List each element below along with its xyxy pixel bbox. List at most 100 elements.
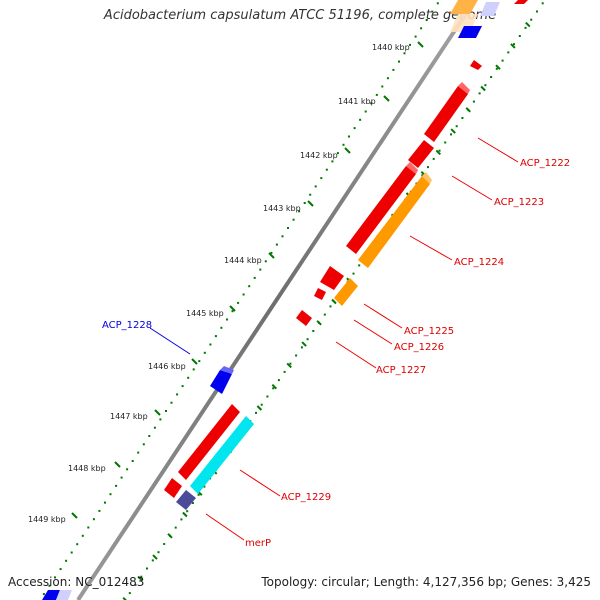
- gene-label[interactable]: merP: [245, 538, 271, 549]
- accession-label: Accession: NC_012483: [8, 575, 145, 589]
- gene-arrow-acp-1229[interactable]: [178, 404, 240, 480]
- gene-label[interactable]: ACP_1227: [376, 365, 426, 376]
- tick-guide-dot: [220, 326, 223, 329]
- tick-labels: 1440 kbp 1441 kbp 1442 kbp 1443 kbp 1444 kbp…: [28, 43, 410, 524]
- tick-guide-dot: [450, 133, 452, 136]
- gene-label[interactable]: ACP_1225: [404, 326, 454, 337]
- minor-tick: [152, 554, 158, 560]
- tick-guide-dot: [438, 149, 441, 152]
- gene-arrow-acp-1224[interactable]: [346, 166, 416, 254]
- tick-guide-dot: [174, 526, 177, 529]
- tick-guide-dot: [507, 51, 510, 54]
- tick-guide-dot: [314, 185, 317, 188]
- tick-guide-dot: [331, 160, 334, 163]
- gene-arrow-acp-1222[interactable]: [424, 86, 468, 142]
- major-tick: [191, 358, 198, 365]
- gene-arrow[interactable]: [42, 590, 60, 600]
- major-tick: [383, 95, 390, 102]
- tick-label: 1445 kbp: [186, 309, 224, 318]
- tick-guide-dot: [76, 543, 79, 546]
- gene-arrow-acp-1228-top: [220, 366, 234, 374]
- tick-label: 1441 kbp: [338, 97, 376, 106]
- gene-label[interactable]: ACP_1229: [281, 492, 331, 503]
- tick-guide-dot: [352, 272, 355, 275]
- gene-arrow[interactable]: [480, 2, 500, 16]
- gene-features: [42, 0, 528, 600]
- tick-label: 1448 kbp: [68, 464, 106, 473]
- tick-guide-dot: [300, 346, 303, 349]
- gene-arrow-acp-1228[interactable]: [210, 370, 232, 394]
- gene-arrow[interactable]: [450, 0, 478, 14]
- minor-tick: [256, 405, 263, 411]
- gene-arrow-cyan[interactable]: [190, 416, 254, 494]
- gene-arrow-acp-1223[interactable]: [408, 140, 434, 168]
- minor-tick: [271, 383, 278, 390]
- tick-guide-dot: [59, 568, 62, 571]
- tick-guide-dot: [253, 276, 256, 279]
- gene-arrow[interactable]: [458, 26, 482, 38]
- gene-label[interactable]: ACP_1224: [454, 257, 504, 268]
- tick-guide-dot: [336, 152, 339, 155]
- major-tick: [154, 409, 161, 416]
- tick-guide-dot: [181, 385, 184, 388]
- major-tick: [71, 512, 78, 519]
- major-tick: [229, 305, 236, 312]
- tick-guide-dot: [320, 177, 323, 180]
- tick-guide-dot: [214, 335, 217, 338]
- gene-arrow-acp-1222-top: [458, 82, 470, 94]
- gene-label[interactable]: ACP_1226: [394, 342, 444, 353]
- major-tick: [268, 252, 275, 259]
- gene-label[interactable]: ACP_1228: [102, 320, 152, 331]
- minor-tick: [450, 128, 456, 134]
- tick-guide-dot: [259, 268, 262, 271]
- tick-guide-dot: [358, 264, 361, 267]
- tick-guide-dot: [478, 92, 481, 95]
- tick-guide-dot: [329, 305, 332, 308]
- tick-guide-dot: [398, 60, 400, 63]
- tick-guide-dot: [87, 526, 90, 529]
- gene-arrow[interactable]: [470, 60, 482, 70]
- tick-guide-dot: [495, 67, 498, 70]
- gene-arrow-acp-1226[interactable]: [314, 288, 326, 300]
- gene-arrow-orange[interactable]: [358, 176, 430, 268]
- gene-arrow-merp[interactable]: [176, 490, 196, 510]
- tick-guide-dot: [530, 18, 533, 21]
- gene-label[interactable]: ACP_1222: [520, 158, 570, 169]
- gene-arrow-acp-1225[interactable]: [320, 266, 344, 290]
- gene-label[interactable]: ACP_1223: [494, 197, 544, 208]
- tick-guide-dot: [524, 26, 527, 29]
- tick-guide-dot: [81, 534, 84, 537]
- major-tick: [344, 147, 351, 154]
- tick-guide-dot: [242, 293, 245, 296]
- tick-guide-dot: [248, 285, 251, 288]
- tick-guide-dot: [295, 354, 298, 357]
- genome-summary: Topology: circular; Length: 4,127,356 bp…: [261, 575, 591, 589]
- tick-guide-dot: [237, 301, 240, 304]
- tick-guide-dot: [266, 395, 269, 398]
- tick-guide-dot: [342, 143, 345, 146]
- tick-guide-dot: [436, 2, 439, 5]
- label-leader-acp-1228: [149, 327, 191, 355]
- tick-guide-dot: [131, 460, 134, 462]
- minor-tick: [137, 575, 143, 582]
- tick-guide-dot: [484, 84, 487, 87]
- gene-arrow[interactable]: [56, 590, 72, 600]
- tick-guide-dot: [176, 393, 179, 396]
- tick-guide-dot: [151, 559, 154, 562]
- minor-tick: [495, 64, 501, 70]
- gene-labels: ACP_1222 ACP_1223 ACP_1224 ACP_1225 ACP_…: [102, 158, 570, 549]
- gene-arrow[interactable]: [514, 0, 528, 4]
- minor-tick: [331, 298, 337, 305]
- tick-guide-dot: [65, 559, 68, 562]
- gene-arrow[interactable]: [164, 478, 182, 498]
- gene-arrow-acp-1227[interactable]: [296, 310, 312, 326]
- tick-label: 1440 kbp: [372, 43, 410, 52]
- minor-tick: [480, 85, 486, 92]
- gene-arrow-orange-small[interactable]: [334, 278, 358, 306]
- minor-tick: [301, 341, 307, 347]
- major-tick: [417, 41, 424, 48]
- tick-guide-dot: [421, 174, 424, 177]
- tick-guide-dot: [455, 125, 458, 128]
